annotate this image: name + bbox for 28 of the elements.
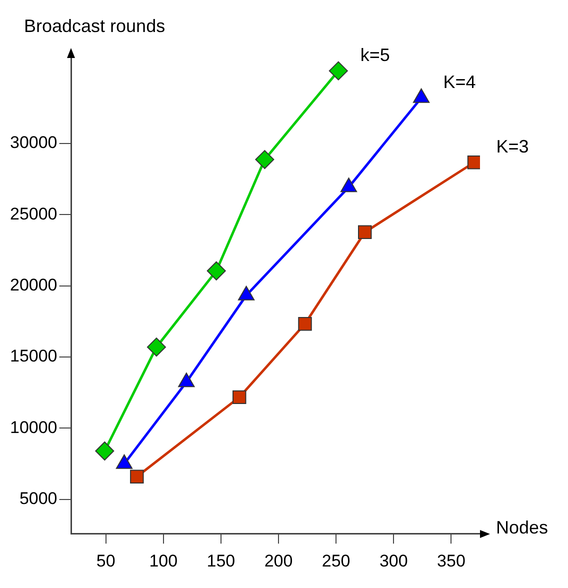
y-tick-label: 5000 bbox=[19, 489, 58, 508]
point bbox=[358, 225, 372, 240]
y-tick-label: 30000 bbox=[10, 133, 58, 152]
x-axis-title: Nodes bbox=[496, 518, 548, 538]
y-axis-title: Broadcast rounds bbox=[24, 16, 166, 36]
point bbox=[146, 338, 166, 357]
y-tick-label: 20000 bbox=[10, 276, 58, 295]
series-label: k=5 bbox=[360, 44, 390, 65]
y-tick-label: 15000 bbox=[10, 346, 58, 366]
x-tick-label: 300 bbox=[379, 551, 408, 570]
point bbox=[232, 390, 246, 404]
point bbox=[95, 442, 114, 461]
x-tick-label: 200 bbox=[264, 551, 293, 570]
x-tick-label: 50 bbox=[96, 551, 116, 570]
point bbox=[467, 156, 480, 170]
x-tick-label: 250 bbox=[322, 551, 350, 570]
y-tick-label: 25000 bbox=[10, 204, 58, 224]
point bbox=[298, 316, 312, 331]
x-tick-label: 100 bbox=[149, 551, 178, 570]
point bbox=[206, 261, 226, 280]
y-tick-label: 10000 bbox=[10, 418, 58, 437]
series-label: K=3 bbox=[496, 136, 529, 156]
x-tick-label: 350 bbox=[437, 551, 466, 570]
point bbox=[130, 470, 144, 484]
x-tick-label: 150 bbox=[206, 551, 236, 570]
point bbox=[328, 61, 348, 80]
series-label: K=4 bbox=[443, 72, 476, 92]
point bbox=[255, 150, 274, 170]
